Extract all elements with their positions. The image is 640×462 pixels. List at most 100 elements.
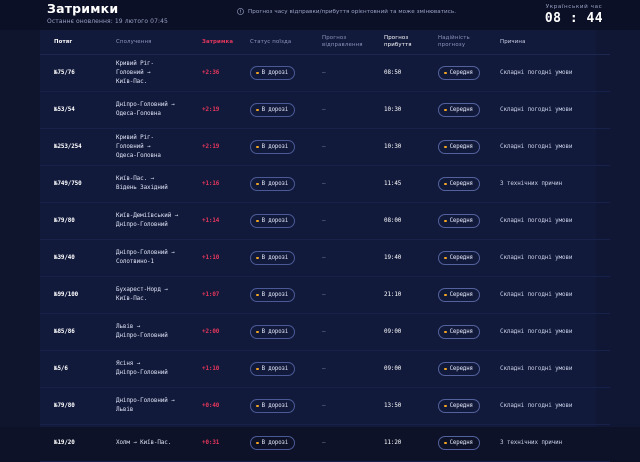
cell-delay: +1:07 bbox=[202, 291, 220, 298]
col-header-arrival: Прогноз прибуття bbox=[384, 35, 412, 48]
header-title-block: Затримки Останнє оновлення: 19 лютого 07… bbox=[47, 2, 168, 27]
reliability-badge-label: Середня bbox=[449, 366, 473, 372]
page-title: Затримки bbox=[47, 1, 119, 16]
reliability-badge-label: Середня bbox=[449, 403, 473, 409]
status-dot-icon bbox=[256, 71, 259, 75]
cell-route: Кривий Ріг- Головний → Одеса-Головна bbox=[116, 134, 161, 159]
status-dot-icon bbox=[256, 108, 259, 112]
cell-reliability: Середня bbox=[438, 166, 500, 203]
reliability-badge: Середня bbox=[438, 177, 480, 191]
cell-status: В дорозі bbox=[250, 277, 322, 314]
table-row[interactable]: №39/40 Дніпро-Головний → Солотвино-1 +1:10 В… bbox=[40, 240, 610, 277]
reliability-badge: Середня bbox=[438, 436, 480, 450]
cell-reliability: Середня bbox=[438, 425, 500, 462]
cell-train-number: №79/80 bbox=[54, 402, 75, 409]
status-dot-icon bbox=[256, 293, 259, 297]
status-dot-icon bbox=[256, 330, 259, 334]
cell-arrival-forecast: 10:30 bbox=[384, 106, 402, 113]
cell-status: В дорозі bbox=[250, 314, 322, 351]
cell-train-number: №79/80 bbox=[54, 217, 75, 224]
delays-table-body: №75/76 Кривий Ріг- Головний → Київ-Пас. +2:3… bbox=[40, 55, 610, 462]
status-badge: В дорозі bbox=[250, 140, 296, 154]
table-row[interactable]: №19/20 Холм → Київ-Пас. +0:31 В дорозі – 11:2… bbox=[40, 425, 610, 462]
table-row[interactable]: №75/76 Кривий Ріг- Головний → Київ-Пас. +2:3… bbox=[40, 55, 610, 92]
reliability-badge: Середня bbox=[438, 66, 480, 80]
reliability-badge-label: Середня bbox=[449, 329, 473, 335]
table-row[interactable]: №79/80 Дніпро-Головний → Львів +0:40 В дороз… bbox=[40, 388, 610, 425]
cell-route: Дніпро-Головний → Одеса-Головна bbox=[116, 102, 175, 117]
table-row[interactable]: №749/750 Київ-Пас. → Відень Західний +1:16 В… bbox=[40, 166, 610, 203]
cell-train-number: №253/254 bbox=[54, 143, 82, 150]
cell-train-number: №75/76 bbox=[54, 69, 75, 76]
top-header-bar: Затримки Останнє оновлення: 19 лютого 07… bbox=[0, 0, 640, 30]
status-dot-icon bbox=[256, 219, 259, 223]
table-row[interactable]: №5/6 Ясіня → Дніпро-Головний +1:10 В дорозі –… bbox=[40, 351, 610, 388]
cell-arrival-forecast: 09:00 bbox=[384, 365, 402, 372]
status-badge-label: В дорозі bbox=[261, 440, 289, 446]
cell-arrival-forecast: 13:50 bbox=[384, 402, 402, 409]
cell-train-number: №99/100 bbox=[54, 291, 79, 298]
cell-reliability: Середня bbox=[438, 314, 500, 351]
table-row[interactable]: №79/80 Київ-Деміївський → Дніпро-Головний +… bbox=[40, 203, 610, 240]
reliability-badge-label: Середня bbox=[449, 70, 473, 76]
cell-delay: +0:31 bbox=[202, 439, 220, 446]
cell-reliability: Середня bbox=[438, 388, 500, 425]
cell-status: В дорозі bbox=[250, 166, 322, 203]
status-dot-icon bbox=[256, 367, 259, 371]
reliability-badge: Середня bbox=[438, 362, 480, 376]
cell-delay: +1:10 bbox=[202, 254, 220, 261]
table-row[interactable]: №53/54 Дніпро-Головний → Одеса-Головна +2:1… bbox=[40, 92, 610, 129]
cell-reliability: Середня bbox=[438, 92, 500, 129]
cell-delay: +2:19 bbox=[202, 106, 220, 113]
cell-train-number: №749/750 bbox=[54, 180, 82, 187]
forecast-notice: Прогноз часу відправки/прибуття орієнтов… bbox=[237, 8, 456, 15]
ukrainian-time-clock: Український час 08 : 44 bbox=[522, 3, 626, 26]
cell-route: Кривий Ріг- Головний → Київ-Пас. bbox=[116, 60, 154, 85]
reliability-badge-label: Середня bbox=[449, 218, 473, 224]
reliability-dot-icon bbox=[444, 219, 447, 223]
clock-time: 08 : 44 bbox=[544, 11, 604, 26]
table-row[interactable]: №85/86 Львів → Дніпро-Головний +2:00 В дороз… bbox=[40, 314, 610, 351]
table-header-row: Потяг Сполучення Затримка Статус поїзда … bbox=[40, 30, 610, 55]
cell-arrival-forecast: 09:00 bbox=[384, 328, 402, 335]
cell-delay: +1:14 bbox=[202, 217, 220, 224]
cell-arrival-forecast: 08:00 bbox=[384, 217, 402, 224]
cell-reliability: Середня bbox=[438, 55, 500, 92]
reliability-badge-label: Середня bbox=[449, 292, 473, 298]
status-badge-label: В дорозі bbox=[261, 70, 289, 76]
reliability-dot-icon bbox=[444, 367, 447, 371]
cell-reason: Складні погодні умови bbox=[500, 365, 573, 372]
reliability-dot-icon bbox=[444, 71, 447, 75]
status-dot-icon bbox=[256, 182, 259, 186]
cell-reason: Складні погодні умови bbox=[500, 328, 573, 335]
status-badge: В дорозі bbox=[250, 288, 296, 302]
cell-train-number: №39/40 bbox=[54, 254, 75, 261]
col-header-train: Потяг bbox=[54, 38, 73, 45]
table-row[interactable]: №99/100 Бухарест-Норд → Київ-Пас. +1:07 В до… bbox=[40, 277, 610, 314]
reliability-badge: Середня bbox=[438, 214, 480, 228]
cell-delay: +0:40 bbox=[202, 402, 220, 409]
cell-route: Київ-Пас. → Відень Західний bbox=[116, 176, 168, 191]
cell-route: Дніпро-Головний → Львів bbox=[116, 398, 175, 413]
reliability-badge: Середня bbox=[438, 103, 480, 117]
status-badge: В дорозі bbox=[250, 325, 296, 339]
status-badge: В дорозі bbox=[250, 214, 296, 228]
cell-delay: +2:36 bbox=[202, 69, 220, 76]
cell-route: Бухарест-Норд → Київ-Пас. bbox=[116, 287, 168, 302]
status-badge: В дорозі bbox=[250, 362, 296, 376]
cell-reliability: Середня bbox=[438, 351, 500, 388]
cell-reason: Складні погодні умови bbox=[500, 106, 573, 113]
cell-status: В дорозі bbox=[250, 388, 322, 425]
status-dot-icon bbox=[256, 441, 259, 445]
cell-train-number: №5/6 bbox=[54, 365, 68, 372]
cell-reason: Складні погодні умови bbox=[500, 69, 573, 76]
cell-arrival-forecast: 19:40 bbox=[384, 254, 402, 261]
table-row[interactable]: №253/254 Кривий Ріг- Головний → Одеса-Голов… bbox=[40, 129, 610, 166]
cell-status: В дорозі bbox=[250, 240, 322, 277]
cell-route: Київ-Деміївський → Дніпро-Головний bbox=[116, 213, 179, 228]
reliability-dot-icon bbox=[444, 293, 447, 297]
cell-reason: Складні погодні умови bbox=[500, 217, 573, 224]
cell-arrival-forecast: 08:50 bbox=[384, 69, 402, 76]
status-dot-icon bbox=[256, 404, 259, 408]
